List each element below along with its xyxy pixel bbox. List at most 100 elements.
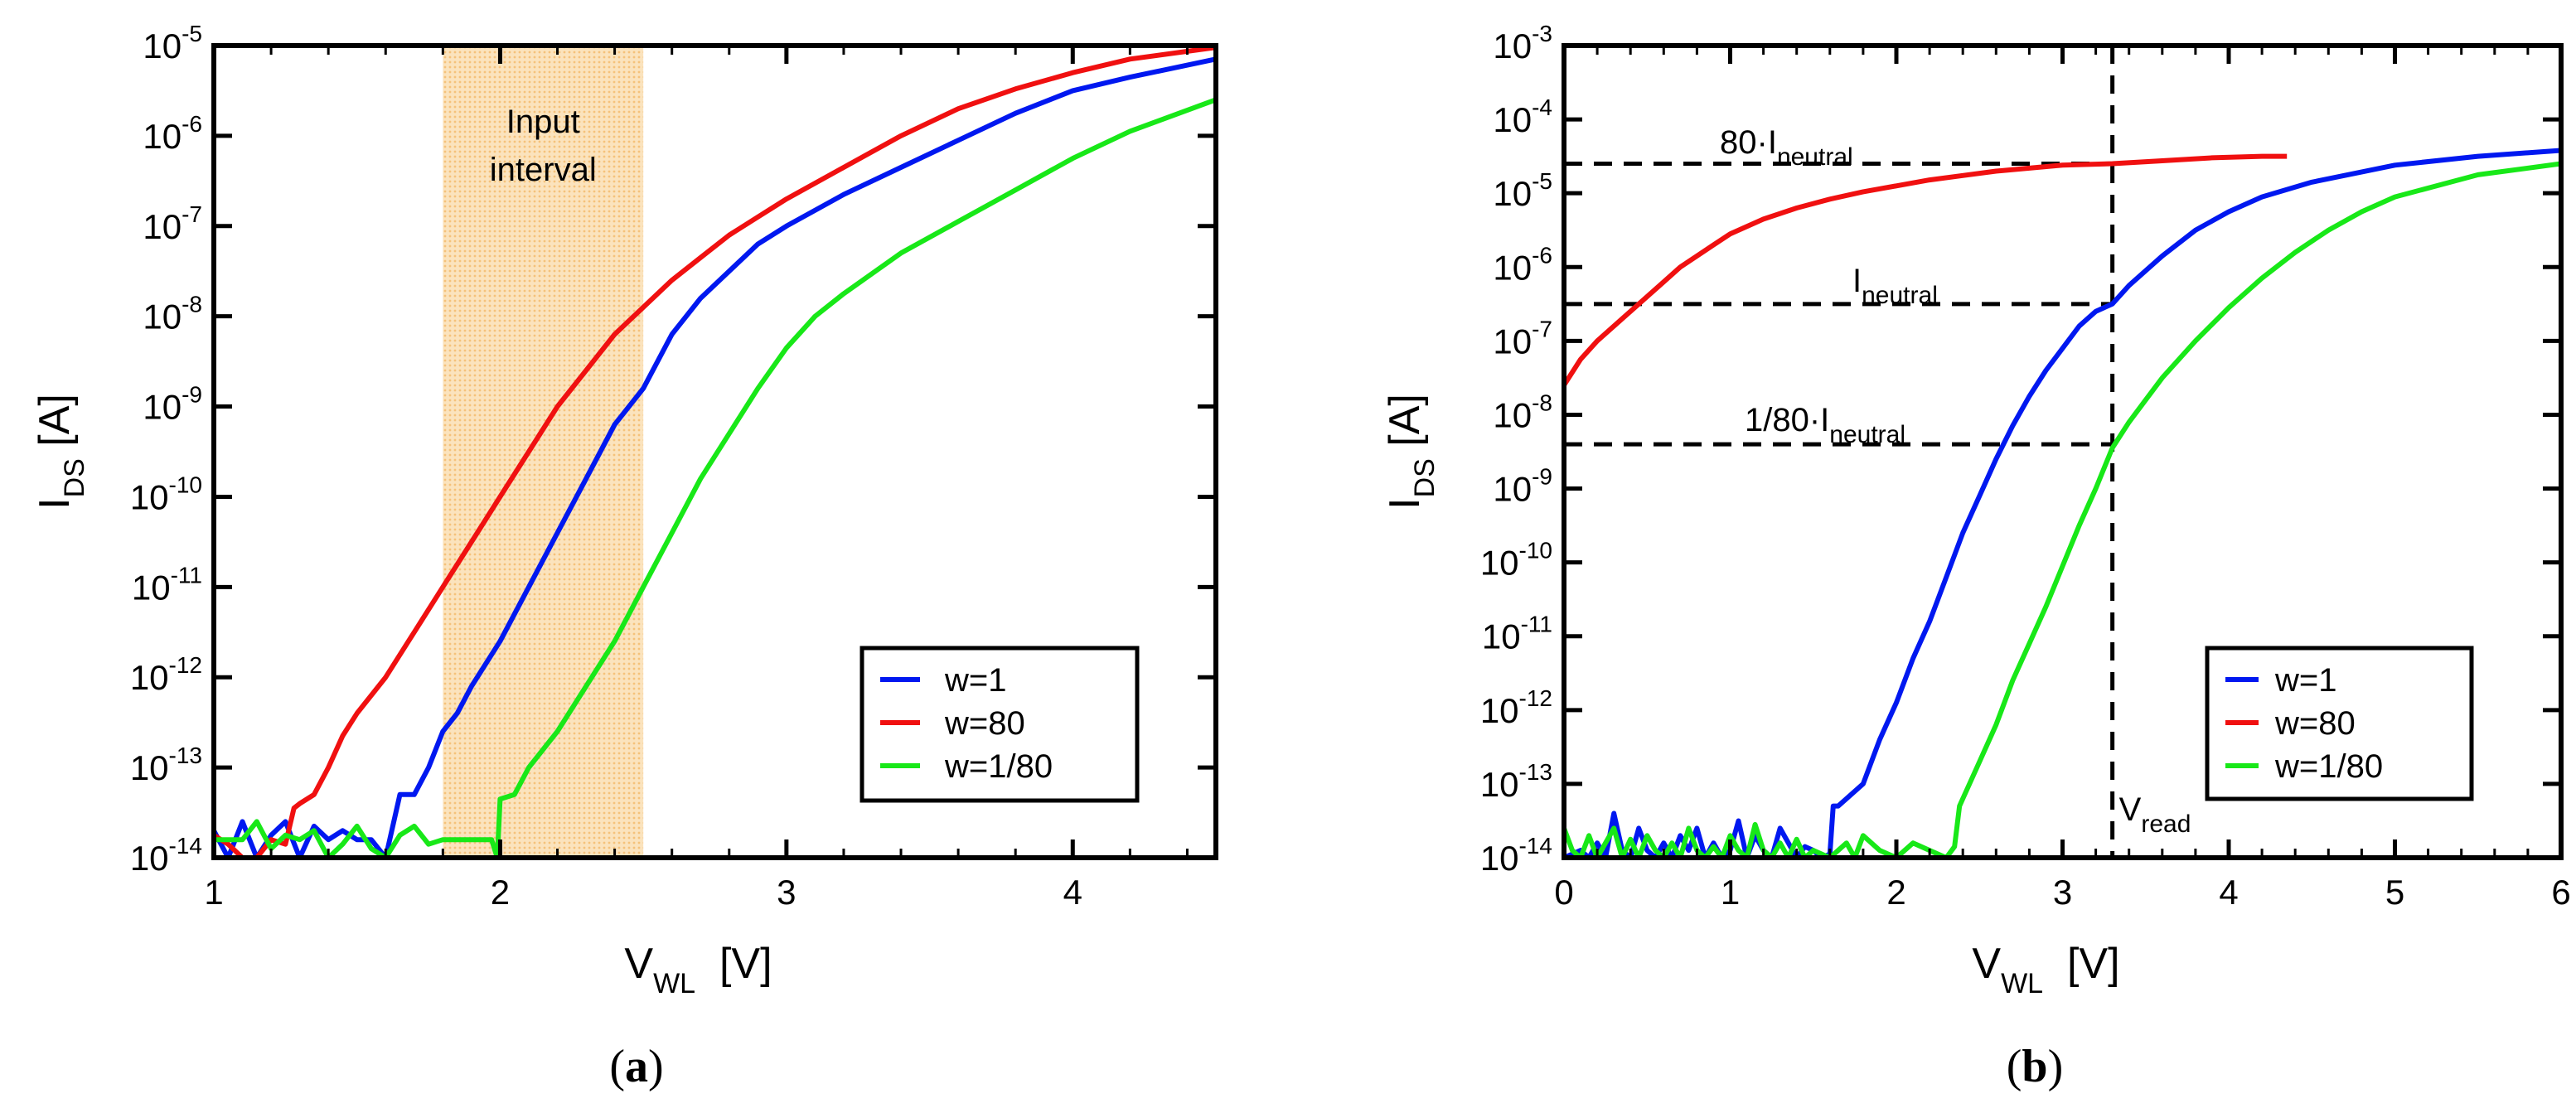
y-tick-base: 10: [143, 117, 182, 156]
chart-panel-b: 0 1 2 3 4 5 610-1410-1310-1210-1110-1010-910-8…: [1381, 21, 2571, 1092]
y-axis-label-main: I: [1381, 497, 1429, 509]
x-tick-label: 3: [2053, 873, 2072, 912]
series-line-w-80: [214, 46, 1216, 858]
series-line-w-80: [1564, 153, 2288, 387]
series-line-w-1-80: [214, 97, 1216, 858]
x-tick-label: 3: [777, 873, 796, 912]
y-tick-label: 10-5: [143, 21, 202, 65]
x-axis-label-sub: WL: [2001, 968, 2043, 999]
x-tick-label: 2: [491, 873, 510, 912]
y-tick-exponent: -14: [1519, 833, 1552, 859]
y-tick-label: 10-11: [132, 562, 202, 607]
vread-label-main: V: [2119, 791, 2142, 828]
input-interval-label: Input: [506, 104, 580, 140]
vread-label: Vread: [2119, 791, 2191, 838]
y-axis-label-main: I: [31, 497, 79, 509]
caption-paren: ): [648, 1041, 664, 1092]
x-axis-label-sub: WL: [653, 968, 695, 999]
y-tick-exponent: -6: [1532, 242, 1552, 268]
y-tick-label: 10-12: [1480, 685, 1552, 730]
y-tick-base: 10: [1493, 174, 1532, 213]
input-interval-band: [443, 46, 644, 858]
x-tick-label: 1: [1721, 873, 1740, 912]
legend-label: w=1: [2274, 662, 2337, 699]
legend-label: w=80: [944, 705, 1025, 742]
caption-letter: b: [2022, 1041, 2047, 1092]
y-tick-label: 10-6: [1493, 242, 1552, 287]
y-tick-label: 10-10: [1480, 538, 1552, 583]
y-tick-label: 10-4: [1493, 94, 1552, 139]
y-tick-base: 10: [1480, 691, 1519, 730]
series-line-w-1-80: [1564, 161, 2561, 858]
reference-label-sub: neutral: [1862, 282, 1938, 309]
reference-line-label: 1/80·Ineutral: [1745, 402, 1905, 448]
vread-label-sub: read: [2141, 810, 2191, 838]
series-line-w-1: [214, 56, 1216, 858]
y-tick-exponent: -4: [1532, 94, 1552, 120]
y-tick-label: 10-8: [143, 292, 202, 336]
reference-label-main: 80·I: [1720, 124, 1777, 161]
y-tick-exponent: -11: [1521, 612, 1552, 637]
y-tick-base: 10: [1493, 322, 1532, 360]
legend-label: w=1/80: [944, 748, 1053, 785]
y-tick-base: 10: [1480, 839, 1519, 878]
y-tick-base: 10: [1493, 395, 1532, 434]
x-axis-label-main: V: [1972, 940, 2001, 988]
y-tick-base: 10: [1493, 470, 1532, 509]
panel-caption: (b): [2007, 1041, 2063, 1092]
panel-caption: (a): [609, 1041, 663, 1092]
y-tick-label: 10-7: [143, 201, 202, 246]
reference-line-label: 80·Ineutral: [1720, 124, 1853, 171]
y-tick-label: 10-13: [130, 743, 202, 787]
y-tick-exponent: -7: [182, 201, 202, 227]
y-tick-base: 10: [130, 839, 169, 878]
x-tick-label: 6: [2551, 873, 2570, 912]
y-tick-exponent: -13: [169, 743, 202, 768]
legend-label: w=1/80: [2274, 748, 2383, 785]
y-tick-label: 10-8: [1493, 389, 1552, 434]
caption-paren: (: [609, 1041, 625, 1092]
y-tick-label: 10-10: [130, 472, 202, 516]
legend-label: w=1: [944, 662, 1007, 699]
plot-frame: [211, 43, 1218, 860]
y-tick-exponent: -8: [182, 292, 202, 317]
x-axis-label: VWL [V]: [624, 940, 772, 999]
y-tick-base: 10: [1480, 544, 1519, 583]
y-tick-exponent: -10: [1519, 538, 1552, 564]
y-tick-label: 10-9: [143, 382, 202, 427]
y-tick-exponent: -9: [182, 382, 202, 408]
y-tick-base: 10: [143, 298, 182, 336]
y-tick-label: 10-14: [1480, 833, 1552, 878]
reference-label-main: I: [1852, 263, 1862, 299]
y-tick-base: 10: [143, 207, 182, 246]
x-tick-label: 0: [1554, 873, 1573, 912]
y-tick-label: 10-13: [1480, 759, 1552, 804]
x-tick-label: 2: [1886, 873, 1905, 912]
y-tick-base: 10: [143, 27, 182, 65]
x-axis-label-unit: [V]: [2043, 940, 2119, 988]
input-interval-label: interval: [490, 152, 597, 188]
y-tick-label: 10-6: [143, 111, 202, 156]
caption-paren: ): [2048, 1041, 2064, 1092]
y-tick-exponent: -12: [1519, 685, 1552, 711]
y-tick-base: 10: [130, 748, 169, 787]
x-axis-label: VWL [V]: [1972, 940, 2119, 999]
y-tick-exponent: -5: [182, 21, 202, 46]
x-tick-label: 4: [1063, 873, 1082, 912]
y-tick-base: 10: [1482, 617, 1521, 656]
y-tick-label: 10-11: [1482, 612, 1552, 656]
reference-label-main: 1/80·I: [1745, 402, 1829, 438]
y-tick-exponent: -6: [182, 111, 202, 137]
y-tick-exponent: -12: [169, 652, 202, 678]
y-tick-base: 10: [130, 658, 169, 697]
y-tick-label: 10-9: [1493, 464, 1552, 509]
y-axis-label-unit: [A]: [31, 394, 79, 458]
caption-letter: a: [625, 1041, 648, 1092]
y-tick-exponent: -8: [1532, 389, 1552, 415]
y-tick-base: 10: [1493, 27, 1532, 65]
y-tick-label: 10-12: [130, 652, 202, 697]
y-tick-base: 10: [132, 568, 171, 607]
reference-label-sub: neutral: [1777, 143, 1853, 171]
